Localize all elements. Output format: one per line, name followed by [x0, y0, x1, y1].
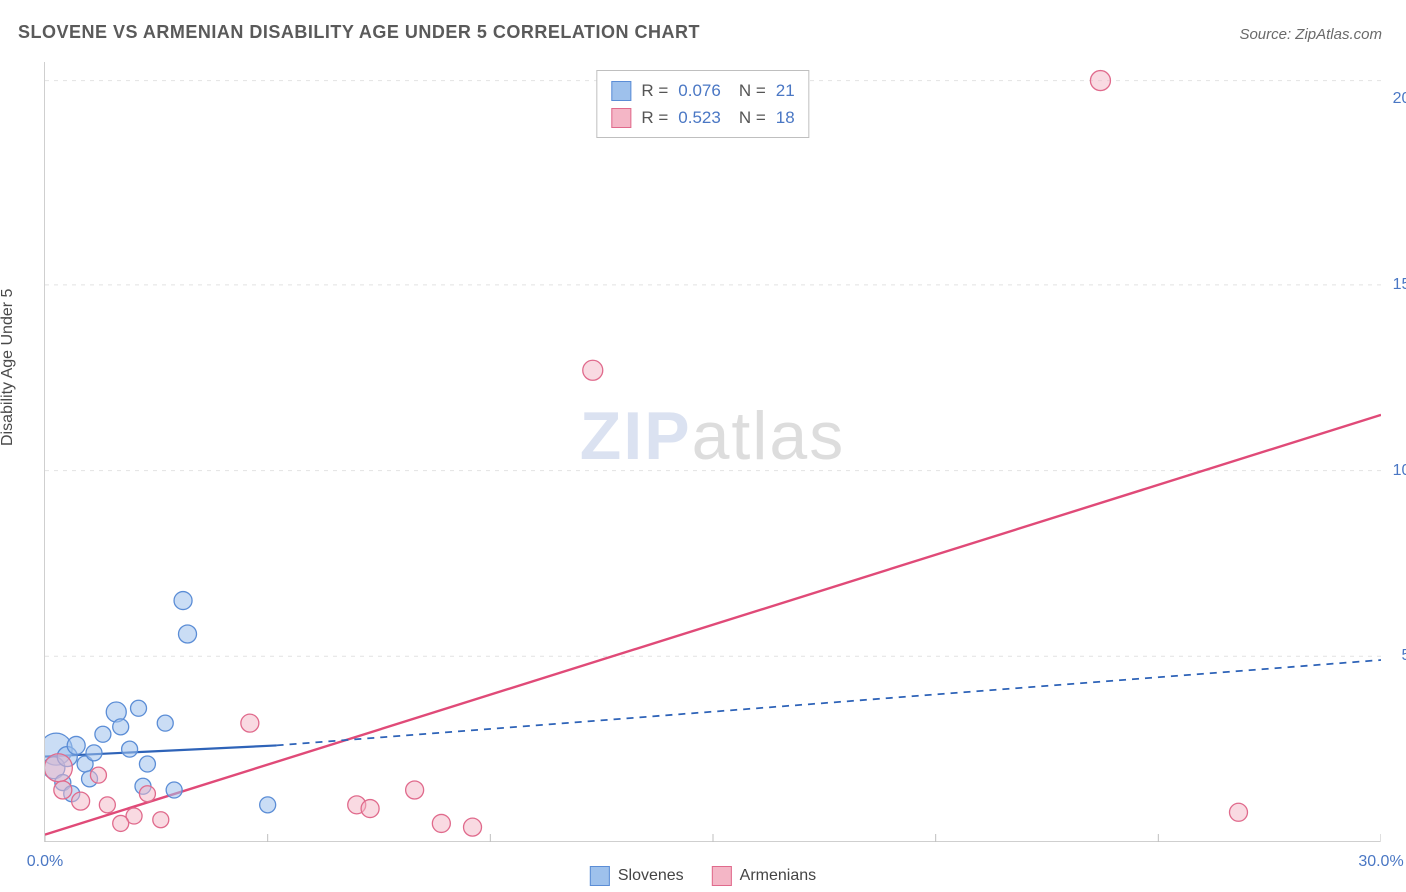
y-tick-label: 20.0%: [1393, 90, 1406, 108]
y-tick-label: 5.0%: [1402, 647, 1406, 665]
swatch-armenians: [611, 108, 631, 128]
stats-row-slovenes: R = 0.076 N = 21: [611, 77, 794, 104]
n-label: N =: [739, 104, 766, 131]
x-tick-label: 30.0%: [1358, 853, 1403, 871]
legend-swatch-slovenes: [590, 866, 610, 886]
chart-container: SLOVENE VS ARMENIAN DISABILITY AGE UNDER…: [0, 0, 1406, 892]
r-label: R =: [641, 77, 668, 104]
armenians-r-value: 0.523: [678, 104, 721, 131]
r-label: R =: [641, 104, 668, 131]
n-label: N =: [739, 77, 766, 104]
stats-legend-box: R = 0.076 N = 21 R = 0.523 N = 18: [596, 70, 809, 138]
stats-row-armenians: R = 0.523 N = 18: [611, 104, 794, 131]
legend-item-armenians: Armenians: [712, 866, 816, 886]
y-axis-title: Disability Age Under 5: [0, 289, 17, 446]
chart-title: SLOVENE VS ARMENIAN DISABILITY AGE UNDER…: [18, 22, 700, 43]
y-tick-label: 10.0%: [1393, 462, 1406, 480]
legend-swatch-armenians: [712, 866, 732, 886]
scatter-plot: ZIPatlas 5.0%10.0%15.0%20.0% 0.0%30.0%: [44, 62, 1380, 842]
armenians-n-value: 18: [776, 104, 795, 131]
slovenes-n-value: 21: [776, 77, 795, 104]
y-tick-label: 15.0%: [1393, 276, 1406, 294]
swatch-slovenes: [611, 81, 631, 101]
bottom-legend: Slovenes Armenians: [590, 866, 816, 886]
legend-label-slovenes: Slovenes: [618, 867, 684, 885]
legend-label-armenians: Armenians: [740, 867, 816, 885]
legend-item-slovenes: Slovenes: [590, 866, 684, 886]
x-tick-label: 0.0%: [27, 853, 63, 871]
source-label: Source: ZipAtlas.com: [1239, 26, 1382, 43]
plot-svg: [45, 62, 1381, 842]
slovenes-r-value: 0.076: [678, 77, 721, 104]
